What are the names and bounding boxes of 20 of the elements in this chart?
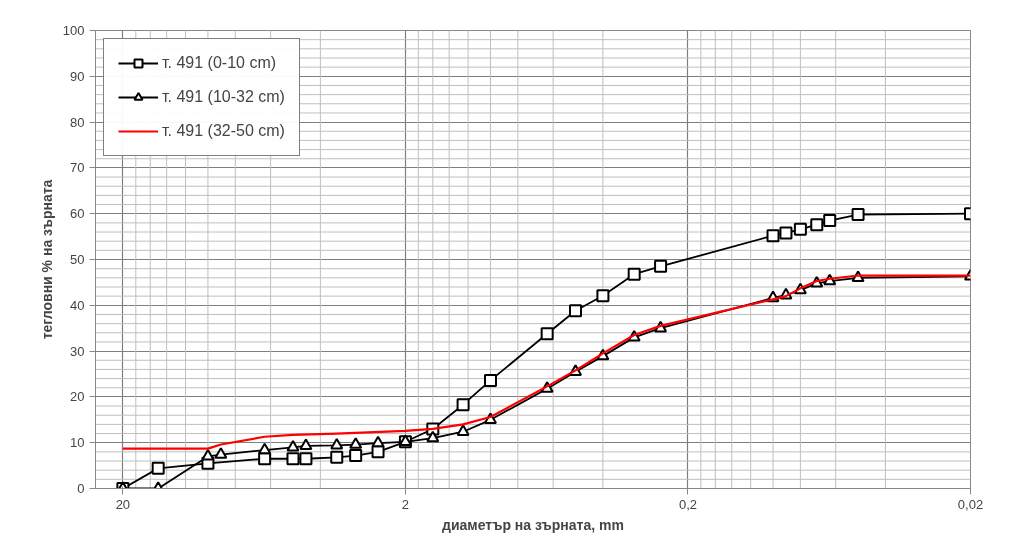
y-tick-label: 90: [70, 68, 85, 84]
y-tick-label: 100: [62, 23, 85, 38]
x-tick-label: 0,02: [957, 496, 984, 512]
y-tick-label: 50: [70, 252, 85, 267]
x-tick-label: 20: [115, 496, 131, 512]
x-tick-label: 2: [401, 496, 410, 512]
y-tick-label: 60: [70, 206, 85, 222]
legend-label: т. 491 (0-10 cm): [162, 54, 277, 72]
y-tick-label: 70: [70, 160, 85, 176]
legend-label: т. 491 (32-50 cm): [162, 122, 285, 140]
y-tick-label: 80: [70, 114, 85, 130]
y-tick-label: 20: [70, 389, 85, 405]
y-tick-label: 10: [70, 435, 85, 451]
x-tick-label: 0,2: [678, 496, 697, 512]
y-tick-label: 30: [70, 343, 85, 359]
y-tick-label: 40: [70, 297, 85, 313]
legend-label: т. 491 (10-32 cm): [162, 88, 285, 106]
y-axis-title: тегловни % на зърната: [38, 179, 55, 340]
x-axis-title: диаметър на зърната, mm: [442, 516, 624, 533]
y-tick-label: 0: [77, 481, 85, 496]
